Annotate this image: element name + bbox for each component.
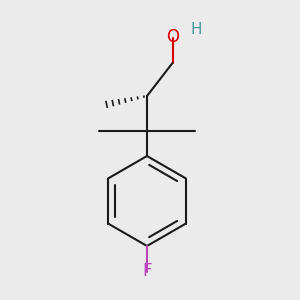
Text: H: H (190, 22, 202, 38)
Text: O: O (166, 28, 179, 46)
Text: F: F (142, 262, 152, 280)
